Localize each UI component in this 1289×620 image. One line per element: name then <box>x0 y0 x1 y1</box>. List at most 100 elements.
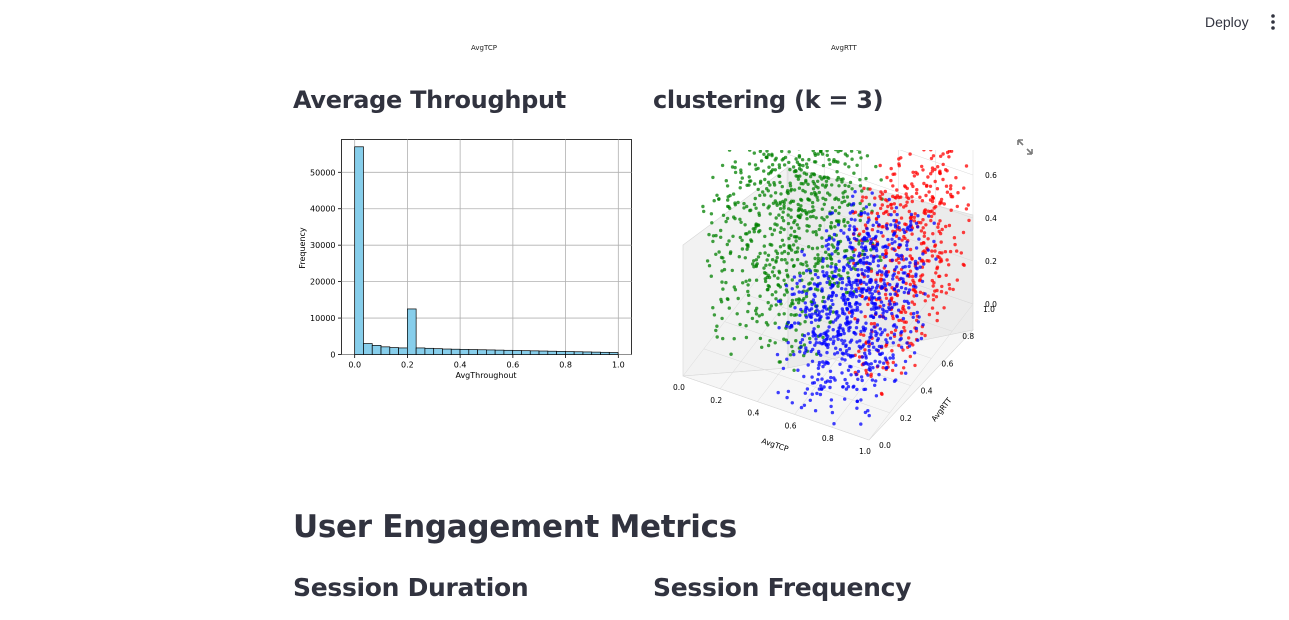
cluster-point <box>843 295 847 299</box>
3d-axis-panes <box>682 166 974 441</box>
cluster-point <box>781 219 786 223</box>
cluster-point <box>752 259 756 263</box>
cluster-point <box>794 328 798 332</box>
histogram-bar <box>600 351 610 355</box>
cluster-point <box>831 302 835 307</box>
cluster-point <box>908 152 912 156</box>
y-tick-label: 10000 <box>310 314 335 323</box>
cluster-point <box>915 310 919 315</box>
histogram-bar <box>486 349 496 355</box>
cluster-point <box>846 353 850 357</box>
cluster-point <box>874 394 879 398</box>
cluster-point <box>790 298 795 303</box>
cluster-point <box>929 218 933 223</box>
cluster-point <box>861 327 866 331</box>
cluster-point <box>873 203 877 207</box>
cluster-point <box>858 258 862 263</box>
histogram-bar <box>565 351 575 355</box>
cluster-point <box>902 320 906 324</box>
cluster-point <box>897 343 901 348</box>
cluster-point <box>873 196 877 200</box>
deploy-button[interactable]: Deploy <box>1205 14 1249 30</box>
cluster-point <box>918 195 922 199</box>
cluster-point <box>875 338 880 343</box>
cluster-point <box>881 234 885 238</box>
cluster-point <box>856 377 860 381</box>
cluster-point <box>796 246 800 250</box>
cluster-point <box>814 184 818 188</box>
cluster-point <box>967 218 971 223</box>
cluster-point <box>817 351 821 356</box>
cluster-point <box>800 290 804 294</box>
cluster-point <box>794 174 798 178</box>
cluster-point <box>845 235 850 239</box>
cluster-point <box>802 297 806 301</box>
cluster-point <box>840 371 844 375</box>
cluster-point <box>818 334 822 338</box>
cluster-point <box>727 239 731 243</box>
cluster-point <box>802 403 807 407</box>
cluster-point <box>905 243 909 248</box>
cluster-point <box>884 344 888 348</box>
cluster-point <box>766 180 771 184</box>
cluster-point <box>788 244 792 248</box>
cluster-point <box>816 179 820 183</box>
cluster-point <box>937 255 941 259</box>
cluster-point <box>824 229 829 233</box>
cluster-point <box>856 318 860 322</box>
y-tick-label: 0.4 <box>921 387 933 396</box>
cluster-point <box>949 208 953 212</box>
cluster-point <box>858 178 862 182</box>
cluster-point <box>857 232 862 236</box>
cluster-point <box>844 343 848 347</box>
cluster-point <box>725 297 730 301</box>
cluster-point <box>866 302 870 307</box>
cluster-point <box>941 152 945 156</box>
x-tick-label: 0.8 <box>822 434 834 443</box>
cluster-point <box>789 215 793 219</box>
cluster-point <box>821 364 825 369</box>
back-gridline <box>786 196 974 262</box>
cluster-point <box>920 199 925 203</box>
cluster-point <box>762 244 766 248</box>
cluster-point <box>891 316 895 321</box>
cluster-point <box>833 209 838 213</box>
kebab-menu-icon[interactable] <box>1263 12 1283 32</box>
cluster-point <box>849 217 854 221</box>
cluster-point <box>922 211 926 215</box>
cluster-point <box>831 290 835 295</box>
cluster-point <box>891 277 895 281</box>
cluster-point <box>854 261 858 266</box>
cluster-point <box>862 229 866 234</box>
cluster-point <box>790 292 794 297</box>
cluster-point <box>816 275 820 280</box>
cluster-point <box>761 202 766 207</box>
cluster-point <box>849 355 853 359</box>
cluster-point <box>823 300 827 304</box>
cluster-point <box>836 240 840 245</box>
cluster-point <box>828 369 833 373</box>
cluster-point <box>776 299 781 303</box>
cluster-point <box>940 227 944 232</box>
cluster-point <box>910 257 914 261</box>
cluster-point <box>758 181 763 185</box>
cluster-point <box>822 202 826 206</box>
cluster-point <box>711 306 715 310</box>
cluster-point <box>835 170 839 174</box>
cluster-point <box>914 262 918 266</box>
expand-icon[interactable] <box>1016 138 1034 156</box>
histogram-bar <box>371 345 382 355</box>
cluster-point <box>853 218 857 222</box>
cluster-point <box>924 223 928 227</box>
cluster-point <box>814 160 818 164</box>
cluster-point <box>923 333 927 338</box>
cluster-point <box>785 290 789 294</box>
cluster-point <box>875 211 880 216</box>
cluster-point <box>936 165 940 169</box>
cluster-point <box>829 404 833 409</box>
cluster-point <box>802 374 806 379</box>
cluster-point <box>884 338 888 342</box>
cluster-point <box>719 235 723 239</box>
cluster-point <box>773 191 778 195</box>
cluster-point <box>914 272 918 276</box>
